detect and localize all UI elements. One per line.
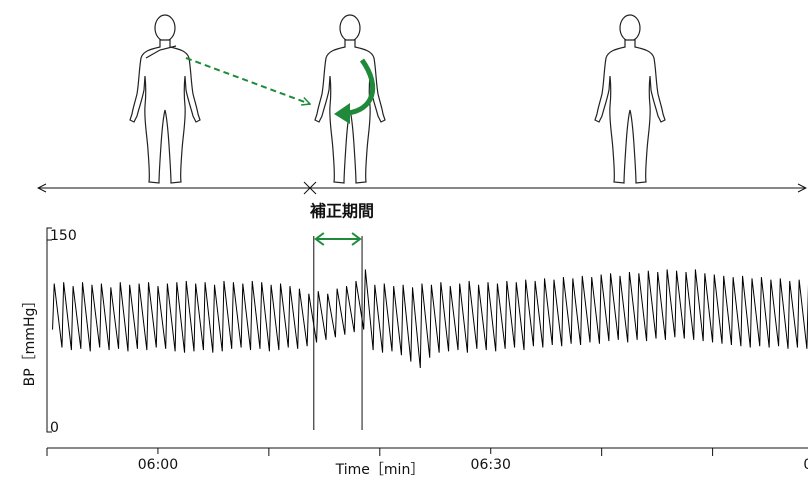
y-axis xyxy=(47,228,52,432)
annotation: 補正期間 xyxy=(309,202,374,221)
person-figure xyxy=(130,15,200,183)
y-tick-label: 0 xyxy=(50,420,59,436)
person-figure xyxy=(595,15,665,183)
y-tick-label: 150 xyxy=(50,228,77,244)
x-tick-label: 06:00 xyxy=(138,457,178,473)
figure: 補正期間 BP［mmHg］ Time［min］ 0 150 06:00 06:30 07… xyxy=(0,0,808,481)
y-axis-label: BP［mmHg］ xyxy=(22,294,38,387)
bp-waveform xyxy=(53,269,808,368)
x-tick-label: 07:00 xyxy=(803,457,808,473)
page: {"chart_data": {"type": "line", "xlabel"… xyxy=(0,0,808,481)
dashed-arrow xyxy=(186,58,310,104)
x-axis-label: Time［min］ xyxy=(335,462,425,478)
x-tick-label: 06:30 xyxy=(471,457,511,473)
person-figure xyxy=(315,15,385,183)
